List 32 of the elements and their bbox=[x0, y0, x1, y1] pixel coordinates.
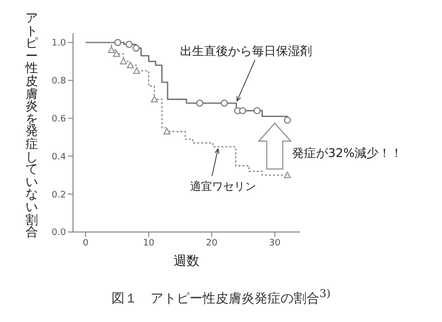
point bbox=[220, 100, 228, 107]
point bbox=[108, 46, 115, 54]
x-tick-label: 20 bbox=[206, 238, 218, 248]
x-tick-label: 0 bbox=[82, 238, 89, 248]
x-axis-title: 週数 bbox=[172, 253, 200, 270]
text: 図１ アトピー性皮膚炎発症の割合$^{3)}$ bbox=[110, 287, 332, 308]
point bbox=[114, 38, 122, 46]
point bbox=[150, 96, 158, 102]
point bbox=[126, 40, 133, 48]
x-tick-label: 30 bbox=[269, 238, 281, 248]
point bbox=[284, 172, 291, 178]
y-tick-label: 0.4 bbox=[52, 152, 66, 162]
x-tick-label: 10 bbox=[142, 238, 155, 248]
point bbox=[239, 107, 246, 114]
y-tick-label: 0.8 bbox=[52, 76, 66, 87]
text: アトピー性皮膚炎を発症していない割合 bbox=[26, 10, 38, 240]
point bbox=[126, 62, 134, 68]
point bbox=[113, 50, 120, 57]
point bbox=[284, 116, 291, 124]
y-tick-label: 0.0 bbox=[52, 228, 66, 238]
y-tick-label: 0.2 bbox=[52, 190, 66, 200]
y-tick-label: 1.0 bbox=[52, 38, 66, 49]
point bbox=[120, 58, 127, 64]
point bbox=[254, 107, 261, 114]
y-tick-label: 0.6 bbox=[52, 114, 66, 124]
point bbox=[132, 44, 140, 52]
annotation: 適宜ワセリン bbox=[190, 180, 256, 193]
annotation: 発症が32%減少！！ bbox=[292, 146, 403, 160]
annotation: 出生直後から毎日保湿剤 bbox=[180, 44, 312, 58]
point bbox=[133, 67, 140, 74]
point bbox=[163, 128, 170, 135]
point bbox=[196, 100, 204, 107]
